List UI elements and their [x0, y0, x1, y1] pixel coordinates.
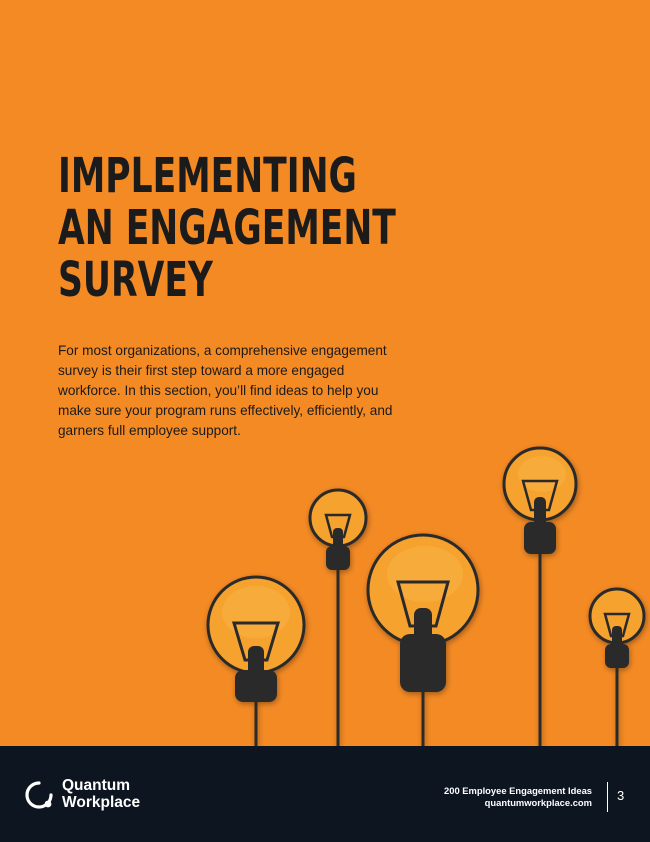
- logo-line-2: Workplace: [62, 794, 141, 811]
- website-link[interactable]: quantumworkplace.com: [484, 797, 592, 808]
- title-line-1: IMPLEMENTING: [58, 148, 357, 204]
- company-logo[interactable]: Quantum Workplace: [24, 776, 184, 812]
- document-title: 200 Employee Engagement Ideas: [444, 785, 592, 796]
- title-line-3: SURVEY: [58, 252, 213, 308]
- logo-line-1: Quantum: [62, 777, 131, 794]
- page-title: IMPLEMENTING AN ENGAGEMENT SURVEY: [58, 150, 461, 306]
- intro-paragraph: For most organizations, a comprehensive …: [58, 343, 393, 438]
- lightbulb-icon: [502, 446, 578, 746]
- logo-wordmark: Quantum Workplace: [62, 777, 140, 811]
- footer-divider: [607, 782, 608, 812]
- title-line-2: AN ENGAGEMENT: [58, 200, 396, 256]
- lightbulb-icon: [588, 587, 646, 746]
- footer-info: 200 Employee Engagement Ideas quantumwor…: [444, 785, 592, 809]
- lightbulb-icon: [206, 575, 306, 746]
- lightbulb-icon: [366, 533, 480, 746]
- page-number: 3: [617, 788, 625, 803]
- lightbulb-icon: [308, 488, 368, 746]
- logo-mark-icon: [25, 781, 53, 809]
- footer-bar: Quantum Workplace 200 Employee Engagemen…: [0, 746, 650, 842]
